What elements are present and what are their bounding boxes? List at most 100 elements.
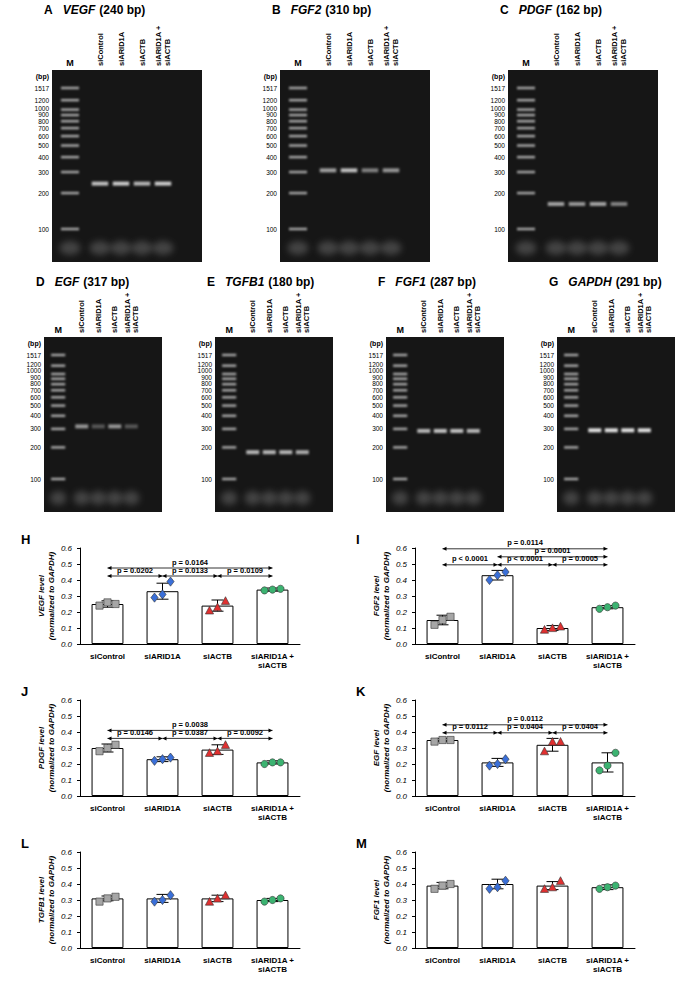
- svg-text:1000: 1000: [27, 367, 42, 374]
- svg-text:M: M: [522, 58, 530, 68]
- svg-text:J: J: [21, 684, 28, 699]
- svg-text:H: H: [21, 532, 30, 547]
- svg-text:siACTB: siACTB: [203, 652, 232, 661]
- svg-text:1200: 1200: [27, 361, 42, 368]
- svg-text:CPDGF(162 bp): CPDGF(162 bp): [500, 3, 602, 17]
- svg-text:200: 200: [372, 444, 383, 451]
- svg-text:siARID1A +: siARID1A +: [586, 956, 629, 965]
- svg-text:DEGF(317 bp): DEGF(317 bp): [36, 275, 129, 289]
- svg-text:0.3: 0.3: [61, 744, 73, 753]
- svg-text:M: M: [54, 325, 62, 335]
- svg-text:(normalized to GAPDH): (normalized to GAPDH): [47, 551, 56, 640]
- svg-text:siACTB: siACTB: [538, 804, 567, 813]
- svg-text:0.3: 0.3: [61, 592, 73, 601]
- svg-text:0.3: 0.3: [61, 896, 73, 905]
- svg-text:0.5: 0.5: [396, 864, 408, 873]
- svg-text:0.2: 0.2: [61, 912, 73, 921]
- svg-text:800: 800: [38, 118, 49, 125]
- svg-text:0.6: 0.6: [61, 848, 73, 857]
- svg-text:siControl: siControl: [425, 956, 460, 965]
- svg-text:(normalized to GAPDH): (normalized to GAPDH): [382, 551, 391, 640]
- svg-text:1200: 1200: [263, 97, 278, 104]
- svg-text:600: 600: [543, 394, 554, 401]
- svg-text:300: 300: [38, 169, 49, 176]
- svg-text:900: 900: [543, 374, 554, 381]
- svg-text:600: 600: [372, 394, 383, 401]
- svg-text:siACTB: siACTB: [538, 652, 567, 661]
- svg-text:100: 100: [494, 226, 505, 233]
- svg-text:800: 800: [543, 380, 554, 387]
- svg-text:siACTB: siACTB: [452, 305, 461, 333]
- svg-text:500: 500: [266, 142, 277, 149]
- svg-text:siARID1A +siACTB: siARID1A +siACTB: [123, 292, 141, 333]
- svg-text:PDGF level: PDGF level: [37, 726, 46, 769]
- svg-text:siARID1A: siARID1A: [345, 31, 354, 66]
- svg-text:0.6: 0.6: [61, 544, 73, 553]
- svg-text:p = 0.0109: p = 0.0109: [227, 566, 263, 575]
- svg-text:500: 500: [38, 142, 49, 149]
- svg-text:200: 200: [494, 190, 505, 197]
- svg-text:0.6: 0.6: [396, 696, 408, 705]
- svg-text:siACTB: siACTB: [594, 38, 603, 66]
- svg-text:siControl: siControl: [419, 300, 428, 333]
- svg-text:1200: 1200: [491, 97, 506, 104]
- svg-text:siControl: siControl: [96, 33, 105, 66]
- svg-text:p < 0.0001: p < 0.0001: [507, 554, 543, 563]
- svg-text:0.1: 0.1: [61, 928, 72, 937]
- svg-text:0.2: 0.2: [396, 760, 408, 769]
- svg-text:0.5: 0.5: [61, 560, 73, 569]
- svg-text:siACTB: siACTB: [593, 965, 622, 974]
- svg-text:800: 800: [266, 118, 277, 125]
- svg-text:p = 0.0092: p = 0.0092: [227, 728, 263, 737]
- svg-text:200: 200: [38, 190, 49, 197]
- svg-text:300: 300: [543, 425, 554, 432]
- svg-text:L: L: [21, 836, 29, 851]
- svg-text:400: 400: [372, 412, 383, 419]
- svg-text:500: 500: [543, 402, 554, 409]
- svg-text:siControl: siControl: [425, 804, 460, 813]
- svg-text:M: M: [396, 325, 404, 335]
- svg-text:100: 100: [201, 476, 212, 483]
- svg-text:p = 0.0387: p = 0.0387: [172, 728, 208, 737]
- svg-text:AVEGF(240 bp): AVEGF(240 bp): [44, 3, 145, 17]
- svg-text:0.5: 0.5: [61, 712, 73, 721]
- svg-text:700: 700: [543, 387, 554, 394]
- svg-text:siControl: siControl: [248, 300, 257, 333]
- svg-text:siARID1A: siARID1A: [479, 652, 516, 661]
- svg-text:siARID1A: siARID1A: [117, 31, 126, 66]
- svg-text:1000: 1000: [369, 367, 384, 374]
- svg-text:siARID1A +siACTB: siARID1A +siACTB: [294, 292, 312, 333]
- svg-text:siARID1A +siACTB: siARID1A +siACTB: [465, 292, 483, 333]
- svg-text:p = 0.0146: p = 0.0146: [117, 728, 153, 737]
- svg-text:siARID1A +siACTB: siARID1A +siACTB: [636, 292, 654, 333]
- svg-text:0.2: 0.2: [396, 912, 408, 921]
- svg-text:siControl: siControl: [90, 652, 125, 661]
- svg-text:TGFB1 level: TGFB1 level: [37, 876, 46, 923]
- svg-text:BFGF2(310 bp): BFGF2(310 bp): [272, 3, 371, 17]
- svg-text:siARID1A: siARID1A: [436, 298, 445, 333]
- svg-text:(bp): (bp): [541, 340, 554, 348]
- svg-text:siARID1A +: siARID1A +: [586, 804, 629, 813]
- svg-text:siARID1A +siACTB: siARID1A +siACTB: [382, 25, 400, 66]
- svg-text:p = 0.0112: p = 0.0112: [452, 722, 488, 731]
- svg-text:ETGFB1(180 bp): ETGFB1(180 bp): [207, 275, 314, 289]
- svg-text:1517: 1517: [263, 85, 278, 92]
- svg-text:0.4: 0.4: [396, 880, 408, 889]
- svg-text:1517: 1517: [198, 352, 213, 359]
- svg-text:siControl: siControl: [77, 300, 86, 333]
- svg-text:siACTB: siACTB: [281, 305, 290, 333]
- svg-text:0.6: 0.6: [396, 848, 408, 857]
- svg-text:(bp): (bp): [264, 73, 277, 81]
- svg-text:100: 100: [543, 476, 554, 483]
- svg-text:200: 200: [266, 190, 277, 197]
- svg-text:0.1: 0.1: [396, 928, 407, 937]
- svg-text:p = 0.0164: p = 0.0164: [172, 558, 209, 567]
- svg-text:0.4: 0.4: [396, 728, 408, 737]
- svg-text:0.1: 0.1: [61, 776, 72, 785]
- svg-text:400: 400: [38, 154, 49, 161]
- svg-text:M: M: [225, 325, 233, 335]
- svg-text:siARID1A: siARID1A: [144, 956, 181, 965]
- svg-text:EGF level: EGF level: [372, 729, 381, 766]
- svg-text:M: M: [567, 325, 575, 335]
- svg-text:p = 0.0038: p = 0.0038: [172, 720, 208, 729]
